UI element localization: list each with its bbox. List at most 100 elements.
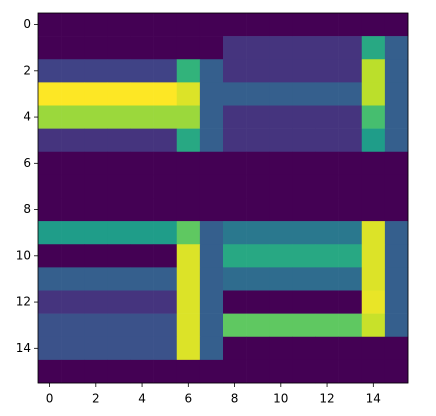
heatmap-cell <box>269 198 293 222</box>
heatmap-cell <box>269 359 293 384</box>
heatmap-cell <box>338 128 363 153</box>
heatmap-cell <box>130 151 154 176</box>
heatmap-cell <box>153 290 178 314</box>
heatmap-cell <box>176 36 201 60</box>
heatmap-cell <box>384 59 409 83</box>
heatmap-cell <box>246 244 270 268</box>
x-tick-label: 6 <box>184 392 192 406</box>
heatmap-cell <box>130 105 154 129</box>
heatmap-cell <box>107 128 131 153</box>
heatmap-cell <box>84 13 108 37</box>
heatmap-cell <box>38 151 62 176</box>
heatmap-cell <box>292 198 316 222</box>
heatmap-cell <box>107 82 131 106</box>
heatmap-cell <box>130 359 154 384</box>
heatmap-cell <box>246 128 270 153</box>
heatmap-cell <box>199 313 224 338</box>
heatmap-cell <box>199 221 224 245</box>
heatmap-cell <box>38 105 62 129</box>
heatmap-cell <box>84 105 108 129</box>
heatmap-cell <box>84 267 108 291</box>
heatmap-cell <box>199 151 224 176</box>
heatmap-cell <box>338 290 363 314</box>
heatmap-cell <box>315 128 339 153</box>
heatmap-cell <box>269 221 293 245</box>
heatmap-cell <box>38 267 62 291</box>
heatmap-cell <box>153 221 178 245</box>
heatmap-cell <box>61 221 85 245</box>
heatmap-cell <box>84 82 108 106</box>
heatmap-cell <box>130 82 154 106</box>
heatmap-cell <box>38 128 62 153</box>
heatmap-cell <box>176 82 201 106</box>
heatmap-cell <box>38 82 62 106</box>
heatmap-cell <box>176 105 201 129</box>
heatmap-cell <box>292 13 316 37</box>
heatmap-cell <box>246 359 270 384</box>
heatmap-cell <box>269 244 293 268</box>
y-tick-label: 10 <box>16 248 31 262</box>
heatmap-cell <box>130 336 154 361</box>
heatmap-cell <box>153 174 178 199</box>
heatmap-cell <box>176 244 201 268</box>
heatmap-cell <box>246 267 270 291</box>
y-tick-label: 8 <box>23 202 31 216</box>
y-tick-label: 2 <box>23 63 31 77</box>
heatmap-cell <box>361 13 386 37</box>
heatmap-cell <box>61 198 85 222</box>
heatmap-cell <box>384 221 409 245</box>
heatmap-cell <box>223 82 247 106</box>
heatmap-cell <box>315 198 339 222</box>
heatmap-cell <box>84 198 108 222</box>
heatmap-cell <box>246 290 270 314</box>
heatmap-cell <box>107 59 131 83</box>
heatmap-cell <box>361 82 386 106</box>
heatmap-cell <box>361 336 386 361</box>
heatmap-cell <box>246 313 270 338</box>
heatmap-cell <box>361 128 386 153</box>
heatmap-cell <box>153 128 178 153</box>
heatmap-cell <box>153 13 178 37</box>
heatmap-cell <box>292 267 316 291</box>
heatmap-cell <box>38 290 62 314</box>
heatmap-cell <box>176 359 201 384</box>
heatmap-cell <box>153 198 178 222</box>
heatmap-cell <box>315 13 339 37</box>
heatmap-cell <box>246 13 270 37</box>
heatmap-cell <box>315 244 339 268</box>
heatmap-cell <box>384 128 409 153</box>
heatmap-cell <box>84 174 108 199</box>
heatmap-cell <box>269 59 293 83</box>
heatmap-cell <box>246 198 270 222</box>
heatmap-cell <box>61 244 85 268</box>
heatmap-cell <box>176 151 201 176</box>
heatmap-cell <box>61 13 85 37</box>
heatmap-cell <box>269 174 293 199</box>
heatmap-cell <box>384 36 409 60</box>
heatmap-cell <box>61 36 85 60</box>
x-tick-label: 12 <box>319 392 334 406</box>
heatmap-cell <box>107 105 131 129</box>
heatmap-cell <box>223 105 247 129</box>
heatmap-cell <box>153 151 178 176</box>
heatmap-cell <box>38 359 62 384</box>
heatmap-cell <box>384 267 409 291</box>
heatmap-cell <box>61 59 85 83</box>
heatmap-cell <box>38 336 62 361</box>
y-tick-label: 6 <box>23 156 31 170</box>
heatmap-cell <box>176 13 201 37</box>
heatmap-cell <box>223 359 247 384</box>
heatmap-cell <box>199 174 224 199</box>
heatmap-cell <box>292 336 316 361</box>
heatmap-cell <box>246 59 270 83</box>
heatmap-cell <box>84 151 108 176</box>
heatmap-cell <box>292 244 316 268</box>
heatmap-cell <box>292 151 316 176</box>
heatmap-cell <box>315 59 339 83</box>
heatmap-cell <box>176 59 201 83</box>
heatmap-cell <box>130 36 154 60</box>
heatmap-cell <box>223 151 247 176</box>
heatmap-cell <box>223 59 247 83</box>
x-tick-label: 0 <box>46 392 54 406</box>
heatmap-cell <box>130 290 154 314</box>
